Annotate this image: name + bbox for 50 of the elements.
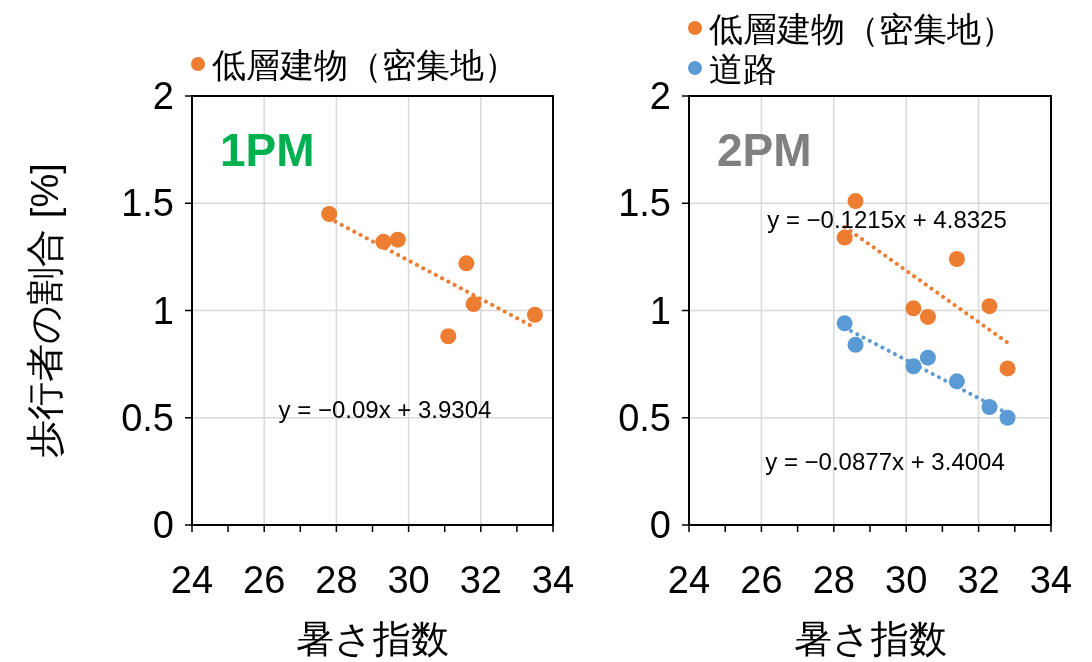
x-tick-label: 26	[740, 559, 783, 601]
point	[948, 251, 965, 268]
point	[847, 336, 864, 353]
x-tick-label: 32	[459, 559, 502, 601]
legend-label: 低層建物（密集地）	[709, 10, 1015, 48]
annotation: y = −0.0877x + 3.4004	[765, 448, 1005, 475]
y-tick-label: 1	[152, 289, 174, 332]
y-tick-label: 2	[649, 75, 671, 117]
text: 2PM	[717, 124, 812, 176]
point	[321, 205, 338, 222]
point	[919, 308, 936, 325]
x-tick-label: 26	[243, 559, 286, 601]
y-axis-title: 歩行者の割合 [%]	[24, 163, 66, 458]
x-tick-label: 24	[667, 559, 711, 601]
text: 1PM	[220, 124, 315, 176]
y-tick-label: 1.5	[618, 182, 671, 225]
x-tick-label: 32	[957, 559, 1000, 601]
y-tick-label: 0.5	[618, 396, 671, 439]
y-tick-label: 0	[152, 504, 174, 546]
y-tick-label: 1.5	[121, 182, 174, 225]
x-tick-label: 24	[170, 559, 214, 601]
point	[526, 306, 543, 323]
x-tick-label: 34	[531, 559, 575, 601]
annotation: y = −0.09x + 3.9304	[278, 396, 492, 423]
y-tick-label: 0	[649, 504, 671, 546]
y-tick-label: 1	[649, 289, 671, 332]
point	[847, 193, 864, 210]
x-tick-label: 30	[885, 559, 928, 601]
point	[389, 231, 406, 248]
x-tick-label: 28	[812, 559, 855, 601]
x-axis-title: 暑さ指数	[296, 618, 449, 660]
x-tick-label: 30	[387, 559, 430, 601]
point	[981, 298, 998, 315]
point	[836, 315, 853, 332]
legend-label: 道路	[709, 50, 777, 88]
point	[465, 296, 482, 313]
y-tick-label: 2	[152, 75, 174, 117]
point	[905, 300, 922, 317]
point	[919, 349, 936, 366]
point	[999, 409, 1016, 426]
x-axis-title: 暑さ指数	[793, 618, 947, 660]
x-tick-label: 28	[315, 559, 358, 601]
x-tick-label: 34	[1029, 559, 1073, 601]
point	[440, 328, 457, 345]
point	[458, 255, 475, 272]
point	[999, 360, 1016, 377]
annotation: y = −0.1215x + 4.8325	[767, 206, 1007, 233]
y-tick-label: 0.5	[121, 396, 174, 439]
legend-label: 低層建物（密集地）	[212, 46, 518, 84]
point	[836, 229, 853, 246]
